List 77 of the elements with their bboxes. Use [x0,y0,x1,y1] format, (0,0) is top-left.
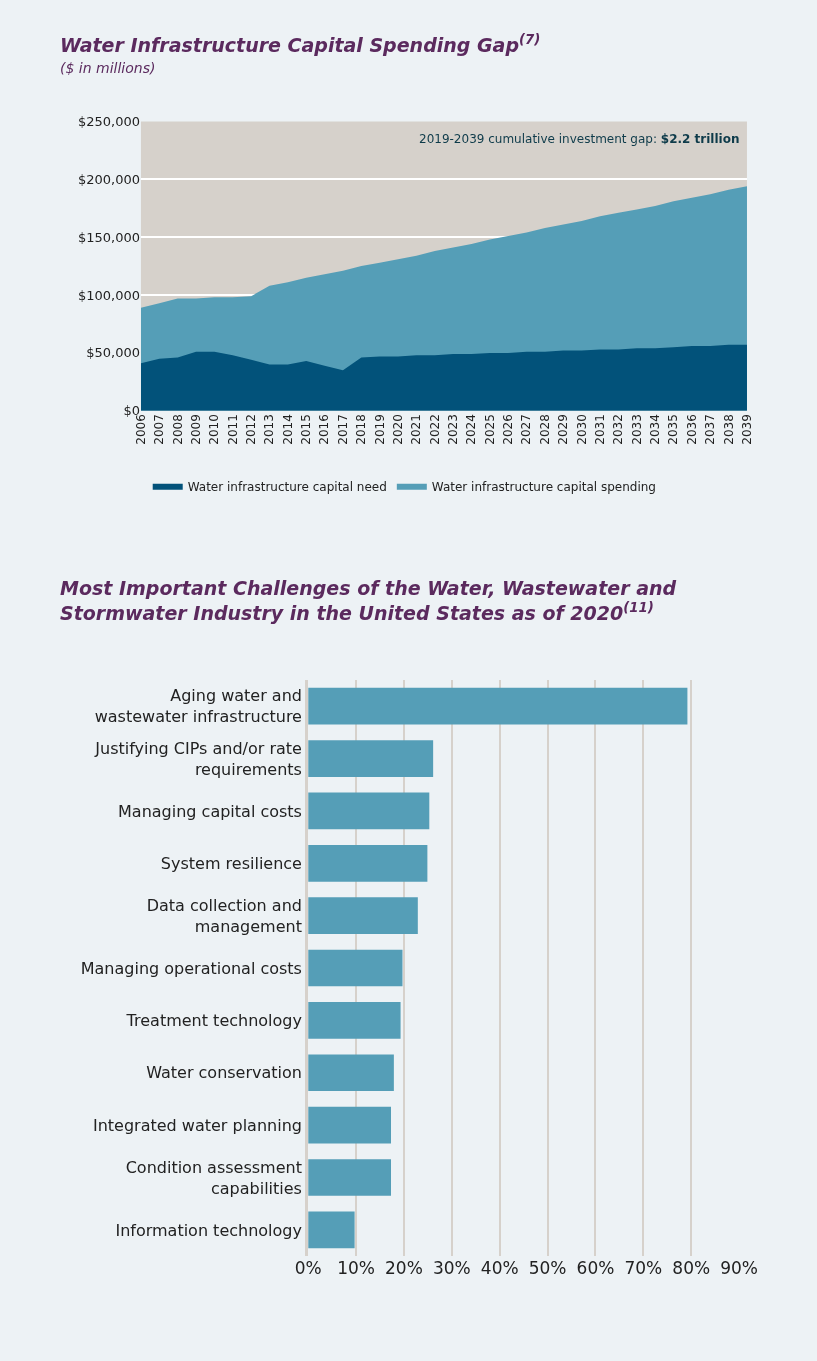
x-tick-label: 0% [294,1258,322,1279]
legend-label: Water infrastructure capital spending [431,479,656,494]
y-tick-label: Managing operational costs [80,958,302,978]
y-tick-label: $150,000 [77,229,140,245]
x-tick-label: 2031 [592,414,607,445]
x-tick-label: 2009 [188,414,203,445]
annotation: 2019-2039 cumulative investment gap: $2.2 trillion [419,132,740,146]
x-tick-label: 2024 [464,414,479,445]
x-tick-label: 20% [385,1258,423,1279]
y-tick-label: $250,000 [77,113,140,129]
x-tick-label: 90% [720,1258,759,1279]
x-tick-label: 2015 [299,414,314,445]
x-tick-label: 2034 [648,414,663,445]
x-tick-label: 2025 [482,414,497,445]
x-tick-label: 2008 [170,414,185,445]
x-tick-label: 2026 [501,414,516,445]
x-tick-label: 50% [528,1258,567,1279]
x-tick-label: 2033 [629,414,644,445]
x-tick-label: 2019 [372,414,387,445]
y-tick-label: Information technology [115,1220,302,1240]
x-tick-label: 2014 [280,414,295,445]
x-tick-label: 2028 [537,414,552,445]
chart-title: Most Important Challenges of the Water, Wastewater and Stormwater Industry in the United States as of 2020$^{(11)}$ [60,577,677,624]
y-tick-label: $50,000 [86,345,140,361]
bar [308,687,688,725]
bar [308,1106,391,1144]
y-tick-label: Justifying CIPs and/or rate requirements [94,738,302,779]
x-tick-label: 2032 [611,414,626,445]
x-tick-label: 2030 [574,414,589,445]
bar [308,792,430,830]
x-tick-label: 2011 [225,414,240,445]
y-tick-label: $200,000 [77,171,140,187]
x-tick-label: 60% [576,1258,615,1279]
y-tick-label: Water conservation [146,1063,302,1083]
x-tick-label: 70% [624,1258,663,1279]
x-tick-label: 2027 [519,414,534,445]
y-tick-label: Treatment technology [125,1011,302,1031]
x-tick-label: 80% [672,1258,711,1279]
x-tick-label: 2036 [684,414,699,445]
bar [308,897,418,934]
bar [308,1054,394,1092]
x-tick-label: 2021 [409,414,424,445]
x-tick-label: 2006 [133,414,148,445]
y-tick-label: Condition assessment capabilities [125,1157,302,1198]
bar [308,1159,391,1196]
y-tick-label: $100,000 [77,287,140,303]
x-tick-label: 2016 [317,414,332,445]
x-tick-label: 2022 [427,414,442,445]
y-tick-label: Managing capital costs [118,801,302,821]
x-tick-label: 2023 [446,414,461,445]
x-tick-label: 2012 [244,414,259,445]
x-tick-label: 40% [480,1258,519,1279]
y-tick-label: Aging water and wastewater infrastructure [94,686,302,727]
x-tick-label: 30% [432,1258,471,1279]
chart-title: Water Infrastructure Capital Spending Gap$^{(7)}$ [60,32,541,56]
x-tick-label: 2018 [354,414,369,445]
x-tick-label: 2017 [335,414,350,445]
legend-label: Water infrastructure capital need [187,479,387,494]
x-tick-label: 2013 [262,414,277,445]
x-tick-label: 2020 [390,414,405,445]
bar [308,740,434,777]
x-tick-label: 2007 [152,414,167,445]
x-tick-label: 10% [337,1258,375,1279]
y-tick-label: System resilience [160,853,302,873]
bar [308,1211,355,1249]
y-tick-label: Data collection and management [146,895,302,936]
x-tick-label: 2035 [666,414,681,445]
chart-subtitle: ($ in millions) [60,60,156,76]
x-tick-label: 2037 [703,414,718,445]
x-tick-label: 2029 [556,414,571,445]
x-tick-label: 2039 [739,414,754,445]
bar [308,1002,401,1039]
x-tick-label: 2038 [721,414,736,445]
bar [308,844,428,882]
bar [308,949,403,987]
y-tick-label: Integrated water planning [92,1115,302,1135]
x-tick-label: 2010 [207,414,222,445]
